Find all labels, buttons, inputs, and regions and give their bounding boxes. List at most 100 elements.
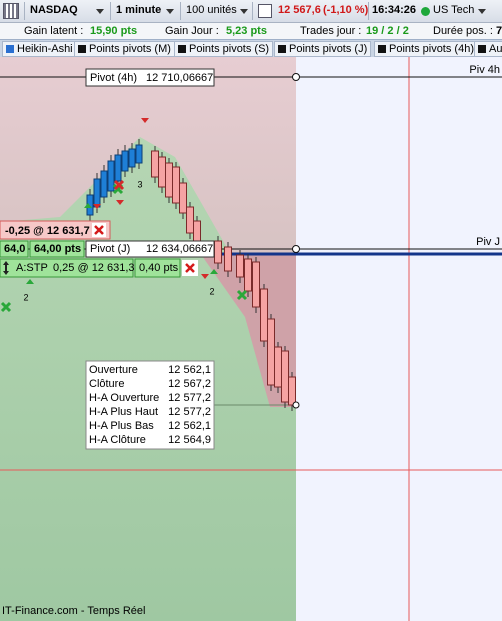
- tooltip-value: 12 562,1: [168, 420, 211, 432]
- candle: [179, 182, 187, 214]
- stat-value: 7: [496, 25, 502, 37]
- indicator-tab[interactable]: Autre: [474, 41, 502, 57]
- tooltip-value: 12 562,1: [168, 364, 211, 376]
- dropdown[interactable]: [240, 9, 248, 14]
- instrument[interactable]: NASDAQ: [30, 4, 78, 16]
- tooltip-label: H-A Ouverture: [89, 392, 159, 404]
- indicator-tab[interactable]: Points pivots (M): [74, 41, 175, 57]
- order-box[interactable]: [0, 220, 111, 240]
- signal-arrow: [201, 274, 209, 279]
- tooltip-label: Ouverture: [89, 364, 138, 376]
- pivot-label-box: [85, 240, 215, 258]
- signal-cross: [236, 289, 248, 301]
- quantity[interactable]: 100 unités: [186, 4, 237, 16]
- candle: [172, 166, 180, 204]
- candle: [107, 160, 115, 192]
- signal-arrow: [93, 204, 101, 209]
- position-box[interactable]: [0, 240, 29, 258]
- dropdown[interactable]: [166, 9, 174, 14]
- tooltip-value: 12 564,9: [168, 434, 211, 446]
- change: (-1,10 %): [323, 4, 369, 16]
- tooltip: [85, 360, 215, 450]
- indicator-tab[interactable]: Heikin-Ashi: [2, 41, 77, 57]
- close-order[interactable]: [92, 223, 106, 237]
- stats-bar: Gain latent : 15,90 pts Gain Jour : 5,23…: [0, 23, 502, 39]
- candle: [121, 150, 129, 172]
- signal-cross: [113, 179, 125, 191]
- pivot-label-box: [85, 68, 215, 87]
- candle: [135, 144, 143, 164]
- candle: [274, 346, 282, 388]
- pivot-value: 12 710,06667: [146, 72, 213, 84]
- signal-arrow: [84, 203, 92, 208]
- candle: [128, 148, 136, 168]
- tooltip-label: H-A Plus Haut: [89, 406, 158, 418]
- marker-count: 2: [209, 286, 214, 296]
- candle: [236, 254, 244, 278]
- zone-above: [0, 57, 296, 253]
- price: 12 567,6: [278, 4, 321, 16]
- stat-value: 19 / 2 / 2: [366, 25, 409, 37]
- pivot-handle[interactable]: [292, 245, 300, 253]
- tooltip-label: Clôture: [89, 378, 124, 390]
- info-icon[interactable]: [258, 4, 272, 18]
- stat-value: 5,23 pts: [226, 25, 267, 37]
- stat-label: Gain Jour :: [165, 25, 219, 37]
- stop-label: 0,25 @ 12 631,3: [53, 262, 135, 274]
- time: 16:34:26: [372, 4, 417, 16]
- indicator-tab[interactable]: Points pivots (4h): [374, 41, 478, 57]
- grid-icon[interactable]: [3, 3, 19, 19]
- tooltip-rows: Ouverture 12 562,1 Clôture 12 567,2 H-A Ouve…: [89, 364, 211, 446]
- candle: [267, 318, 275, 386]
- toolbar: NASDAQ 1 minute 100 unités 12 567,6 (-1,…: [0, 0, 502, 23]
- candle: [252, 261, 260, 308]
- order-label: -0,25 @ 12 631,7: [5, 225, 90, 237]
- tooltip-label: H-A Clôture: [89, 434, 146, 446]
- tooltip-value: 12 577,2: [168, 406, 211, 418]
- dropdown[interactable]: [96, 9, 104, 14]
- status-dot: [421, 7, 430, 16]
- candles: [0, 118, 296, 411]
- candle: [281, 350, 289, 403]
- candle: [114, 154, 122, 182]
- tooltip-label: H-A Plus Bas: [89, 420, 154, 432]
- tooltip-value: 12 567,2: [168, 378, 211, 390]
- stop-box[interactable]: [134, 258, 181, 278]
- pivot-tag: Piv J: [476, 236, 500, 248]
- indicator-tabs: Heikin-Ashi Points pivots (M) Points pivot…: [0, 39, 502, 58]
- chart: Pivot (4h) 12 710,06667 Piv 4h Piv J -0,…: [0, 57, 502, 621]
- stop-distance: 0,40 pts: [139, 262, 179, 274]
- position-box[interactable]: [29, 240, 85, 258]
- footer: IT-Finance.com - Temps Réel: [2, 605, 145, 617]
- status: US Tech: [433, 4, 475, 16]
- dropdown[interactable]: [478, 9, 486, 14]
- candle: [186, 206, 194, 234]
- signal-arrow: [26, 279, 34, 284]
- close-stop[interactable]: [182, 260, 198, 276]
- drag-icon[interactable]: [3, 261, 9, 275]
- candle: [260, 288, 268, 342]
- indicator-tab[interactable]: Points pivots (J): [274, 41, 372, 57]
- candle: [165, 162, 173, 198]
- timeframe[interactable]: 1 minute: [116, 4, 162, 16]
- pivot-handle[interactable]: [292, 73, 300, 81]
- marker-count: 3: [137, 179, 142, 189]
- pivot-value: 12 634,06667: [146, 243, 213, 255]
- pivot-tag: Piv 4h: [469, 64, 500, 76]
- tooltip-value: 12 577,2: [168, 392, 211, 404]
- stop-type: A:STP: [16, 262, 48, 274]
- candle: [224, 246, 232, 272]
- stop-box[interactable]: [0, 258, 134, 278]
- candle: [288, 376, 296, 406]
- pivot-label: Pivot (J): [90, 243, 130, 255]
- stat-label: Durée pos. :: [433, 25, 493, 37]
- candle: [93, 178, 101, 208]
- position-distance: 64,00 pts: [34, 243, 81, 255]
- candle: [100, 170, 108, 198]
- cursor-point: [292, 401, 300, 409]
- signal-cross: [0, 301, 12, 313]
- signal-arrow: [116, 200, 124, 205]
- indicator-tab[interactable]: Points pivots (S): [174, 41, 274, 57]
- signal-arrow: [141, 118, 149, 123]
